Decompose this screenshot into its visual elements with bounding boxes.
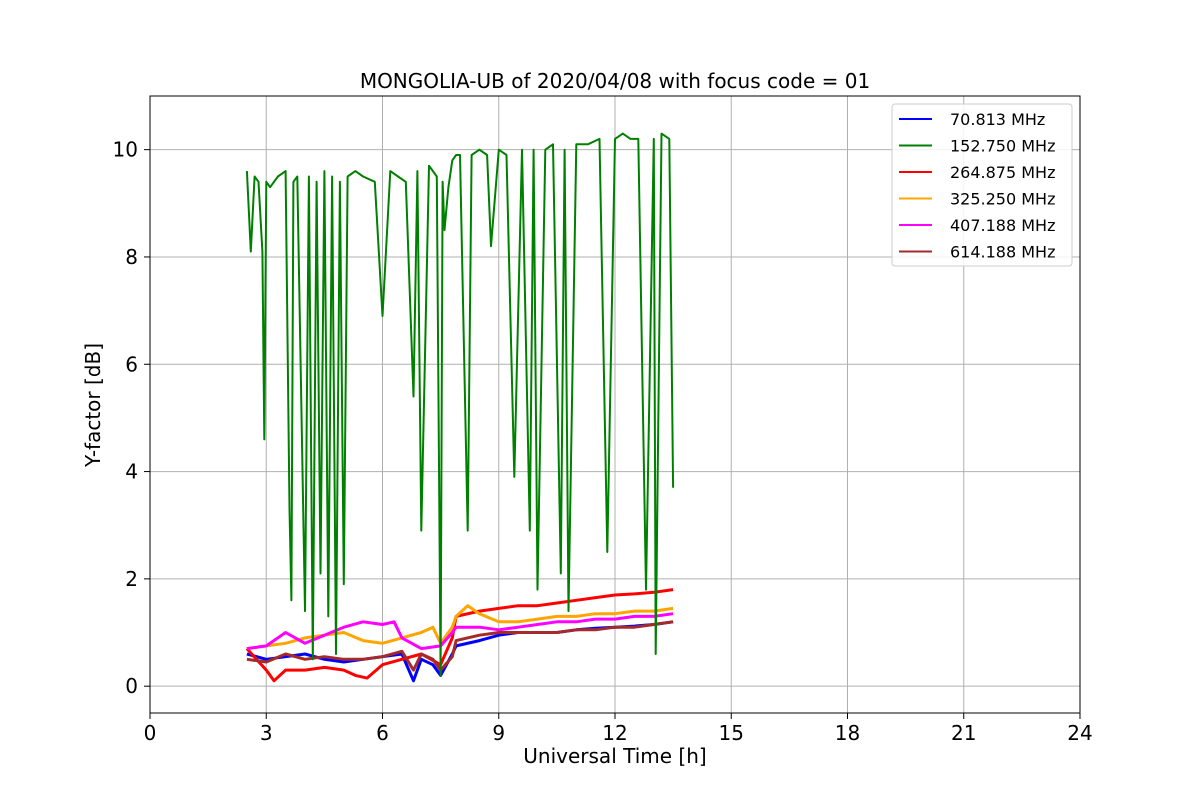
legend-label: 325.250 MHz	[950, 190, 1055, 209]
series-layer	[245, 132, 675, 683]
x-tick-label: 15	[719, 721, 744, 745]
legend-box	[891, 103, 1073, 267]
x-tick-label: 6	[376, 721, 389, 745]
x-tick-label: 9	[492, 721, 505, 745]
y-axis-label: Y-factor [dB]	[81, 343, 105, 468]
x-tick-label: 21	[951, 721, 976, 745]
y-tick-label: 4	[125, 460, 138, 484]
x-tick-label: 12	[602, 721, 627, 745]
y-tick-label: 6	[125, 352, 138, 376]
y-tick-label: 2	[125, 567, 138, 591]
x-axis-ticks: 0 3 6 9 12 15 18 21 24	[144, 713, 1093, 745]
y-tick-label: 0	[125, 674, 138, 698]
series-line-407-188-mhz	[246, 612, 674, 651]
legend-label: 264.875 MHz	[950, 163, 1055, 182]
legend-label: 407.188 MHz	[950, 216, 1055, 235]
x-tick-label: 18	[835, 721, 860, 745]
x-tick-label: 24	[1067, 721, 1092, 745]
legend-label: 70.813 MHz	[950, 110, 1045, 129]
series-line-614-188-mhz	[246, 620, 674, 672]
x-tick-label: 0	[144, 721, 157, 745]
series-line-152-750-mhz	[245, 132, 675, 677]
series-line-264-875-mhz	[245, 588, 674, 683]
legend: 70.813 MHz 152.750 MHz 264.875 MHz 325.250 …	[891, 103, 1073, 267]
x-axis-label: Universal Time [h]	[523, 744, 706, 768]
y-tick-label: 8	[125, 245, 138, 269]
y-tick-label: 10	[113, 138, 138, 162]
legend-label: 614.188 MHz	[950, 243, 1055, 262]
y-axis-ticks: 0 2 4 6 8 10	[113, 138, 150, 698]
legend-label: 152.750 MHz	[950, 137, 1055, 156]
chart-title: MONGOLIA-UB of 2020/04/08 with focus cod…	[360, 69, 870, 93]
x-tick-label: 3	[260, 721, 273, 745]
